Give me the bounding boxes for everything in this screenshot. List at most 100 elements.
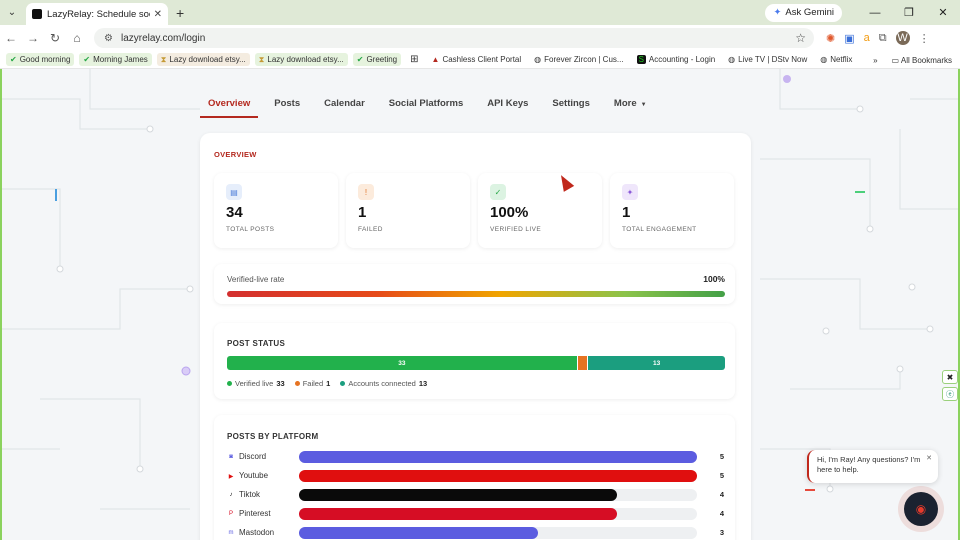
post-status-segment: 13 — [587, 356, 725, 370]
forward-arrow-icon[interactable]: → — [27, 31, 39, 45]
platform-bar-track — [299, 508, 697, 520]
platform-bar-track — [299, 451, 697, 463]
profile-avatar[interactable]: W — [895, 31, 910, 45]
back-arrow-icon[interactable]: ← — [5, 31, 17, 45]
verified-rate-label: Verified-live rate — [227, 275, 285, 284]
platform-name: Pinterest — [239, 509, 271, 518]
stat-label: FAILED — [358, 226, 383, 233]
check-icon: ✔ — [83, 55, 91, 64]
bookmark-star-icon[interactable]: ☆ — [795, 31, 806, 45]
tab-more-label: More — [613, 98, 637, 109]
legend-dot — [294, 381, 300, 386]
overview-title: OVERVIEW — [214, 150, 257, 159]
platform-count: 4 — [719, 490, 724, 499]
platform-count: 5 — [719, 471, 724, 480]
close-tab-icon[interactable]: ✕ — [153, 8, 162, 20]
platform-count: 3 — [719, 528, 724, 537]
bookmark-label: Netflix — [830, 55, 853, 64]
all-bookmarks-label: All Bookmarks — [900, 55, 952, 65]
chat-message: Hi, I'm Ray! Any questions? I'm here to … — [817, 455, 921, 474]
bookmark-netflix[interactable]: ◍ Netflix — [816, 53, 856, 66]
stat-card: ! 1 FAILED — [346, 173, 470, 248]
more-bookmarks-chevron-icon[interactable]: » — [873, 55, 878, 65]
posts-by-platform-title: POSTS BY PLATFORM — [227, 432, 319, 441]
tab-settings[interactable]: Settings — [552, 98, 590, 109]
extensions-puzzle-icon[interactable]: ⧉ — [878, 31, 887, 44]
verified-rate-bar — [227, 291, 725, 297]
bookmark-label: Lazy download etsy... — [267, 55, 344, 64]
extension-e-icon[interactable]: ⓔ — [942, 387, 958, 401]
extension-badge-icon[interactable]: ▣ — [844, 32, 855, 45]
stat-value: 100% — [490, 204, 529, 221]
chat-close-icon[interactable]: ✕ — [926, 455, 932, 462]
bookmark-good-morning[interactable]: ✔ Good morning — [6, 53, 75, 66]
post-status-title: POST STATUS — [227, 339, 286, 348]
dashboard-nav: Overview Posts Calendar Social Platforms… — [200, 93, 663, 119]
bookmark-label: Forever Zircon | Cus... — [544, 55, 624, 64]
tab-overview[interactable]: Overview — [200, 93, 259, 118]
bookmark-forever-zircon[interactable]: ◍ Forever Zircon | Cus... — [530, 53, 627, 66]
globe-icon: ◍ — [728, 55, 736, 64]
gemini-sparkle-icon: ✦ — [773, 7, 782, 18]
legend-item: Accounts connected 13 — [340, 379, 427, 388]
discord-icon: ◙ — [229, 454, 233, 460]
platform-row: m Mastodon 3 — [227, 527, 727, 539]
bookmarks-bar: ✔ Good morning ✔ Morning James ⧗ Lazy downl… — [0, 51, 960, 69]
platform-row: ◙ Discord 5 — [227, 451, 727, 463]
close-window-icon[interactable]: ✕ — [938, 7, 948, 19]
sage-icon: S — [636, 55, 646, 64]
chatbot-launcher[interactable]: ◉ — [898, 486, 944, 532]
legend-label: Verified live — [235, 379, 274, 388]
minimize-icon[interactable]: — — [869, 6, 881, 19]
apps-grid-icon[interactable]: ⊞ — [410, 54, 419, 65]
tab-social-platforms[interactable]: Social Platforms — [388, 98, 464, 109]
all-bookmarks-button[interactable]: ▭ All Bookmarks — [892, 56, 952, 65]
legend-dot — [227, 381, 232, 386]
globe-icon: ◍ — [820, 55, 828, 64]
bookmark-morning-james[interactable]: ✔ Morning James — [79, 53, 152, 66]
verified-rate-value: 100% — [703, 274, 725, 284]
bookmark-label: Accounting - Login — [648, 55, 716, 64]
tab-posts[interactable]: Posts — [274, 98, 301, 109]
bookmark-lazy-download-1[interactable]: ⧗ Lazy download etsy... — [156, 53, 250, 66]
hourglass-icon: ⧗ — [160, 54, 167, 64]
close-circle-icon[interactable]: ✖ — [942, 370, 958, 384]
bookmark-live-tv[interactable]: ◍ Live TV | DStv Now — [724, 53, 811, 66]
posts-by-platform-panel: POSTS BY PLATFORM ◙ Discord 5 ▶ Youtube 5 ♪ Tik… — [214, 415, 735, 540]
circuit-background — [0, 69, 960, 510]
bookmark-greeting[interactable]: ✔ Greeting — [352, 53, 402, 66]
check-circle-icon: ✓ — [490, 184, 506, 200]
browser-menu-icon[interactable]: ⋮ — [918, 32, 930, 45]
tab-calendar[interactable]: Calendar — [324, 98, 365, 109]
extension-amazon-icon[interactable]: a — [863, 32, 870, 44]
platform-bar-fill — [299, 470, 697, 482]
tab-api-keys[interactable]: API Keys — [487, 98, 529, 109]
alert-icon: ! — [358, 184, 374, 200]
bookmark-lazy-download-2[interactable]: ⧗ Lazy download etsy... — [254, 53, 348, 66]
bookmark-accounting-login[interactable]: S Accounting - Login — [633, 53, 720, 66]
platform-bar-track — [299, 470, 697, 482]
platform-row: P Pinterest 4 — [227, 508, 727, 520]
legend-label: Failed — [302, 379, 324, 388]
restore-icon[interactable]: ❐ — [904, 7, 914, 19]
extension-burst-icon[interactable]: ✺ — [826, 32, 836, 45]
bookmark-label: Cashless Client Portal — [442, 55, 522, 64]
ask-gemini-label: Ask Gemini — [785, 7, 834, 18]
legend-item: Verified live 33 — [227, 379, 285, 388]
triangle-icon: ▲ — [431, 55, 440, 64]
browser-tab[interactable]: LazyRelay: Schedule social posts ✕ — [26, 3, 168, 25]
tab-more[interactable]: More ▼ — [606, 93, 655, 118]
url-bar[interactable]: ⚙ lazyrelay.com/login ☆ — [94, 28, 814, 48]
reload-icon[interactable]: ↻ — [49, 31, 61, 45]
site-settings-icon[interactable]: ⚙ — [104, 32, 113, 44]
tab-search-chevron-icon[interactable]: ⌄ — [7, 7, 17, 18]
new-tab-plus-icon[interactable]: + — [176, 4, 185, 21]
verified-rate-panel: Verified-live rate 100% — [214, 264, 735, 304]
bookmark-cashless-client-portal[interactable]: ▲ Cashless Client Portal — [428, 53, 526, 66]
sparkle-icon: ✦ — [622, 184, 638, 200]
address-toolbar: ← → ↻ ⌂ ⚙ lazyrelay.com/login ☆ ✺ ▣ a ⧉ … — [0, 25, 960, 51]
overview-card: OVERVIEW ▤ 34 TOTAL POSTS! 1 FAILED ✓ 100% VERI… — [200, 133, 751, 540]
chat-bubble[interactable]: Hi, I'm Ray! Any questions? I'm here to … — [807, 450, 938, 483]
ask-gemini-button[interactable]: ✦ Ask Gemini — [765, 3, 842, 22]
home-icon[interactable]: ⌂ — [73, 31, 81, 45]
